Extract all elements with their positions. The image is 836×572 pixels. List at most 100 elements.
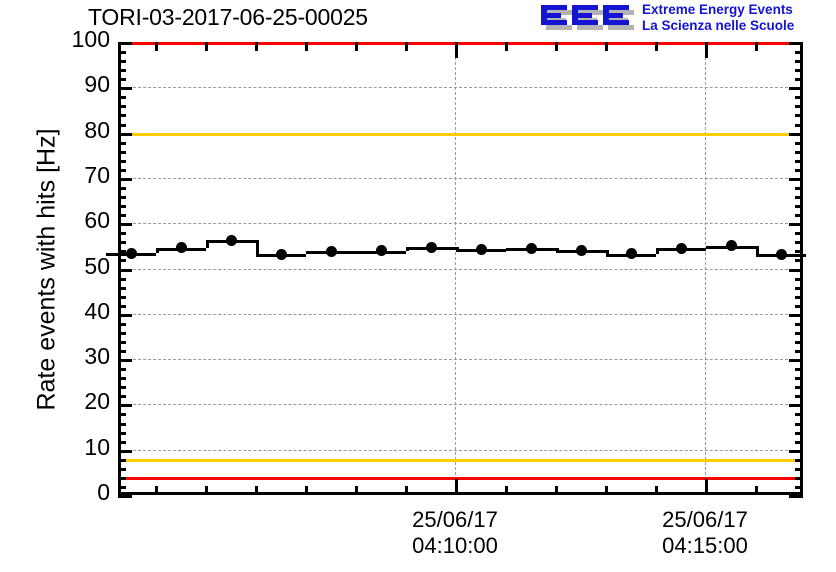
y-axis-tick-right: [795, 168, 803, 172]
y-axis-tick-right: [789, 313, 803, 317]
y-axis-tick: [118, 386, 126, 390]
y-axis-tick: [118, 268, 132, 272]
y-axis-tick-right: [795, 386, 803, 390]
data-point-marker[interactable]: [675, 242, 687, 254]
x-axis-tick-top: [555, 42, 558, 51]
data-point-marker[interactable]: [175, 242, 187, 254]
y-axis-tick-right: [795, 159, 803, 163]
x-axis-tick-top: [605, 42, 608, 51]
y-axis-tick: [118, 123, 126, 127]
y-axis-tick-right: [795, 340, 803, 344]
data-point-marker[interactable]: [475, 243, 487, 255]
y-axis-tick: [118, 51, 126, 55]
x-axis-tick: [305, 486, 308, 495]
x-axis-tick-label-date: 25/06/17: [412, 507, 498, 532]
y-axis-tick-right: [795, 186, 803, 190]
eee-logo-line2: La Scienza nelle Scuole: [642, 18, 795, 33]
x-axis-tick-top: [205, 42, 208, 51]
y-axis-tick-right: [795, 214, 803, 218]
y-axis-tick: [118, 159, 126, 163]
grid-line-horizontal: [118, 313, 803, 315]
y-axis-tick: [118, 286, 126, 290]
grid-line-vertical: [455, 42, 456, 495]
data-point-marker[interactable]: [425, 241, 437, 253]
y-axis-tick: [118, 60, 126, 64]
x-axis-tick-top: [655, 42, 658, 51]
y-axis-tick: [118, 87, 132, 91]
y-axis-tick-right: [795, 476, 803, 480]
grid-line-horizontal: [118, 359, 803, 361]
x-axis-tick-top: [355, 42, 358, 51]
y-axis-tick-right: [789, 404, 803, 408]
data-point-marker[interactable]: [725, 240, 737, 252]
y-axis-tick-label: 80: [84, 116, 110, 143]
y-axis-tick-right: [795, 295, 803, 299]
x-axis-tick-top: [405, 42, 408, 51]
data-point-connector: [306, 251, 309, 254]
data-point-marker[interactable]: [225, 234, 237, 246]
y-axis-tick-right: [795, 69, 803, 73]
grid-line-horizontal: [118, 223, 803, 225]
y-axis-tick-right: [795, 485, 803, 489]
data-point-marker[interactable]: [275, 248, 287, 260]
data-point-marker[interactable]: [525, 242, 537, 254]
data-point-connector: [506, 248, 509, 249]
data-point-marker[interactable]: [325, 245, 337, 257]
y-axis-tick: [118, 132, 132, 136]
y-axis-tick: [118, 377, 126, 381]
y-axis-tick: [118, 259, 126, 263]
y-axis-tick: [118, 69, 126, 73]
y-axis-tick-right: [795, 331, 803, 335]
data-point-marker[interactable]: [575, 244, 587, 256]
data-point-marker[interactable]: [625, 248, 637, 260]
y-axis-tick: [118, 205, 126, 209]
x-axis-tick: [455, 479, 458, 495]
data-point-marker[interactable]: [125, 247, 137, 259]
y-axis-tick-right: [795, 141, 803, 145]
grid-line-horizontal: [118, 87, 803, 89]
y-axis-tick-right: [789, 177, 803, 181]
y-axis-tick-right: [795, 205, 803, 209]
x-axis-tick: [205, 486, 208, 495]
data-point-connector: [756, 245, 759, 255]
y-axis-tick-right: [789, 268, 803, 272]
y-axis-tick: [118, 232, 126, 236]
y-axis-tick: [118, 340, 126, 344]
grid-line-horizontal: [118, 177, 803, 179]
y-axis-tick: [118, 105, 126, 109]
data-point-marker[interactable]: [375, 245, 387, 257]
y-axis-tick: [118, 313, 132, 317]
y-axis-tick-right: [795, 368, 803, 372]
y-axis-tick: [118, 485, 126, 489]
y-axis-tick-right: [795, 322, 803, 326]
x-axis-tick-label-time: 04:15:00: [662, 533, 748, 558]
y-axis-tick: [118, 78, 126, 82]
x-axis-tick: [655, 486, 658, 495]
y-axis-tick-label: 50: [84, 252, 110, 279]
eee-logo-mark: [540, 2, 636, 34]
y-axis-tick: [118, 114, 126, 118]
data-point-marker[interactable]: [775, 248, 787, 260]
y-axis-tick-right: [795, 123, 803, 127]
y-axis-tick-label: 100: [71, 26, 110, 52]
y-axis-tick: [118, 196, 126, 200]
x-axis-tick: [155, 486, 158, 495]
x-axis-tick: [355, 486, 358, 495]
y-axis-tick: [118, 395, 126, 399]
x-axis-tick-label: 25/06/17 04:15:00: [605, 507, 805, 559]
x-axis-tick-top: [155, 42, 158, 51]
eee-logo-text: Extreme Energy Events La Scienza nelle S…: [642, 2, 794, 34]
y-axis-tick-right: [795, 422, 803, 426]
y-axis-tick-right: [795, 250, 803, 254]
data-point-connector: [156, 247, 159, 254]
plot-frame: [118, 42, 803, 495]
eee-letters-icon: [541, 5, 634, 30]
y-axis-tick-label: 40: [84, 297, 110, 324]
y-axis-tick: [118, 150, 126, 154]
y-axis-tick-right: [795, 232, 803, 236]
eee-logo: Extreme Energy Events La Scienza nelle S…: [540, 2, 832, 36]
y-axis-tick: [118, 304, 126, 308]
y-axis-tick-right: [789, 132, 803, 136]
y-axis-tick: [118, 495, 132, 498]
